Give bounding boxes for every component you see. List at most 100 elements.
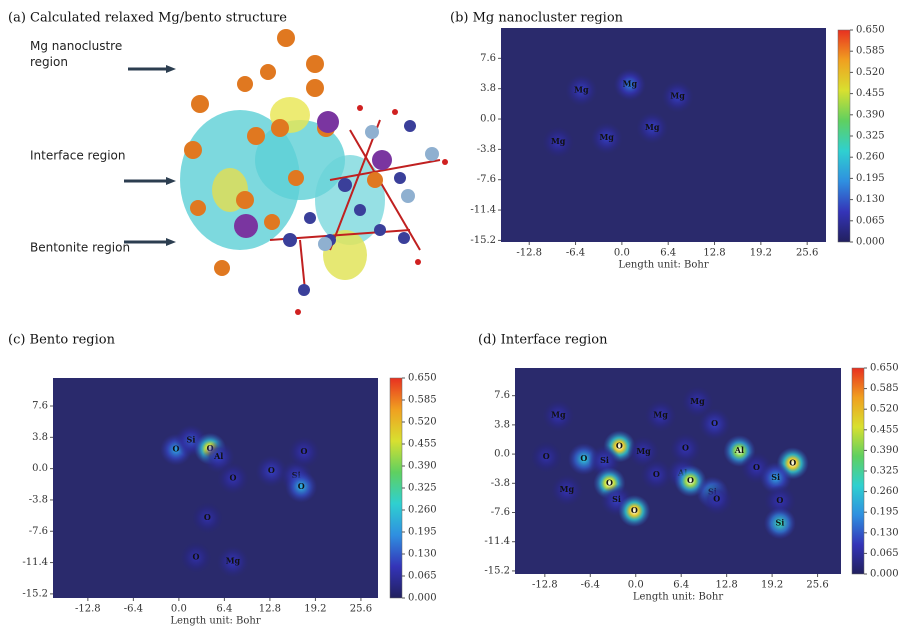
atom-label: O [298, 481, 305, 491]
atom-label: Si [776, 517, 785, 527]
y-tick-label: -7.6 [477, 174, 496, 185]
colorbar [389, 377, 403, 599]
atom-label: O [229, 473, 236, 483]
colorbar-tick-label: 0.065 [408, 571, 437, 582]
panel-title: (a) Calculated relaxed Mg/bento structur… [8, 11, 287, 26]
colorbar-tick-label: 0.650 [408, 373, 437, 384]
y-tick-label: 0.0 [494, 449, 510, 460]
colorbar-tick-label: 0.065 [856, 215, 885, 226]
density-peak [763, 484, 796, 517]
density-peak [216, 462, 249, 495]
y-tick-label: 3.8 [32, 432, 48, 443]
y-tick-label: 0.0 [32, 463, 48, 474]
atom-label: Mg [574, 84, 589, 94]
density-peak [255, 455, 288, 488]
colorbar-tick-label: 0.065 [870, 548, 899, 559]
atom-label: Al [734, 445, 744, 455]
colorbar [851, 367, 865, 575]
y-tick-label: -7.6 [29, 526, 48, 537]
y-tick-label: -3.8 [29, 494, 48, 505]
x-tick-label: 0.0 [171, 604, 187, 615]
y-tick-label: 3.8 [494, 419, 510, 430]
colorbar-tick-label: 0.260 [856, 152, 885, 163]
atom-label: Mg [599, 132, 614, 142]
x-tick-label: 6.4 [216, 604, 232, 615]
density-peak [698, 408, 731, 441]
x-tick-label: 25.6 [806, 580, 828, 591]
x-tick-label: -12.8 [516, 248, 542, 259]
x-tick-label: 12.8 [716, 580, 738, 591]
atom-label: Si [600, 455, 609, 465]
density-peak [542, 399, 575, 432]
colorbar-tick-label: 0.650 [870, 363, 899, 374]
y-tick-label: 3.8 [480, 83, 496, 94]
structure [180, 29, 448, 315]
density-field: MgMgMgOOMgOAlOOOSiOAlOOSiOMgSiOSiOOSi [530, 385, 809, 540]
atom-label: O [631, 505, 638, 515]
atom-label: O [268, 465, 275, 475]
colorbar-tick-label: 0.455 [856, 88, 885, 99]
colorbar-tick-label: 0.520 [870, 404, 899, 415]
region-label: Interface region [30, 149, 126, 163]
density-peak [542, 126, 575, 159]
colorbar-tick-label: 0.585 [870, 383, 899, 394]
atom-label: Si [187, 435, 196, 445]
colorbar-tick-label: 0.130 [408, 549, 437, 560]
atom-label: O [192, 552, 199, 562]
atom-label: O [711, 418, 718, 428]
density-peak [763, 507, 796, 540]
colorbar-tick-label: 0.195 [856, 173, 885, 184]
atom-label: Mg [226, 556, 241, 566]
colorbar-tick-label: 0.390 [408, 461, 437, 472]
atom-label: Mg [670, 91, 685, 101]
atom-label: O [606, 477, 613, 487]
atom-label: O [713, 493, 720, 503]
x-tick-label: 19.2 [304, 604, 326, 615]
x-tick-label: 12.8 [703, 248, 725, 259]
density-peak [618, 494, 651, 527]
colorbar-tick-label: 0.130 [870, 527, 899, 538]
y-tick-label: -3.8 [491, 478, 510, 489]
density-peak [669, 432, 702, 465]
y-tick-label: 0.0 [480, 114, 496, 125]
y-tick-label: -3.8 [477, 144, 496, 155]
colorbar-tick-label: 0.390 [870, 445, 899, 456]
atom-label: Si [771, 472, 780, 482]
atom-label: Al [213, 451, 223, 461]
density-peak [179, 541, 212, 574]
x-tick-label: -6.4 [581, 580, 600, 591]
atom-label: O [204, 512, 211, 522]
x-tick-label: 25.6 [796, 248, 818, 259]
x-tick-label: 0.0 [628, 580, 644, 591]
y-tick-label: -15.2 [22, 588, 48, 599]
colorbar-tick-label: 0.455 [408, 439, 437, 450]
atom-label: O [653, 469, 660, 479]
x-tick-label: -12.8 [75, 604, 101, 615]
panel-title: (b) Mg nanocluster region [450, 11, 624, 26]
atom-label: Mg [653, 410, 668, 420]
density-peak [640, 458, 673, 491]
x-axis-title: Length unit: Bohr [618, 260, 708, 271]
density-peak [216, 545, 249, 578]
density-field: Mg Mg Mg Mg Mg Mg [542, 68, 694, 159]
atom-label: Mg [690, 396, 705, 406]
atom-label: Mg [645, 122, 660, 132]
region-label: Mg nanoclustre region [30, 39, 122, 69]
y-tick-label: -11.4 [470, 205, 496, 216]
atom-label: O [580, 453, 587, 463]
density-peak [191, 502, 224, 535]
colorbar-tick-label: 0.325 [856, 131, 885, 142]
x-tick-label: 25.6 [350, 604, 372, 615]
density-peak [530, 441, 563, 474]
panel-title: (d) Interface region [478, 333, 608, 348]
density-peak [565, 74, 598, 107]
atom-label: O [616, 440, 623, 450]
density-peak [288, 436, 321, 469]
x-axis-title: Length unit: Bohr [170, 616, 260, 627]
atom-label: O [543, 451, 550, 461]
atom-label: Mg [551, 410, 566, 420]
colorbar-tick-label: 0.000 [408, 593, 437, 604]
atom-label: O [173, 444, 180, 454]
y-tick-label: -15.2 [484, 565, 510, 576]
